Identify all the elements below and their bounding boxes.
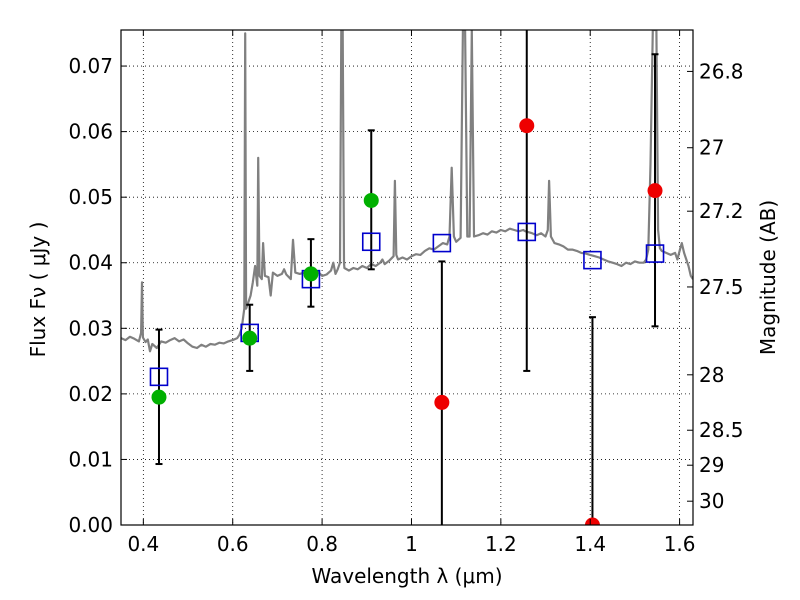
model-point bbox=[149, 367, 169, 387]
y-tick-label: 0.03 bbox=[68, 316, 113, 340]
observed-point bbox=[584, 517, 600, 525]
observed-point bbox=[434, 394, 450, 410]
right-tick-label: 26.8 bbox=[699, 59, 744, 83]
x-tick-label: 1.2 bbox=[485, 532, 517, 556]
observed-point bbox=[519, 118, 535, 134]
x-tick-label: 1.6 bbox=[664, 532, 696, 556]
right-tick-label: 30 bbox=[699, 489, 724, 513]
right-tick-label: 29 bbox=[699, 453, 724, 477]
observed-point bbox=[242, 330, 258, 346]
axis-ticks bbox=[121, 30, 693, 526]
spectrum-line bbox=[121, 30, 693, 353]
observed-point bbox=[151, 389, 167, 405]
x-tick-label: 1.4 bbox=[574, 532, 606, 556]
y-tick-label: 0.05 bbox=[68, 185, 113, 209]
y-tick-label: 0.01 bbox=[68, 447, 113, 471]
model-point bbox=[361, 232, 381, 252]
model-point bbox=[517, 222, 537, 242]
right-tick-label: 28 bbox=[699, 363, 724, 387]
x-axis-label: Wavelength λ (μm) bbox=[311, 564, 502, 588]
model-layer bbox=[149, 222, 665, 387]
right-tick-label: 28.5 bbox=[699, 418, 744, 442]
tick-labels: 0.4 0.6 0.8 1 1.2 1.4 1.6 0.00 0.01 0.02 0.03 0.04 0… bbox=[68, 54, 743, 556]
model-point bbox=[583, 250, 602, 270]
right-tick-label: 27.5 bbox=[699, 275, 744, 299]
model-point bbox=[645, 244, 665, 263]
model-point bbox=[432, 233, 452, 253]
x-tick-label: 0.8 bbox=[306, 532, 338, 556]
spectrum-layer bbox=[121, 30, 693, 353]
errorbar-layer bbox=[155, 30, 659, 525]
observed-point bbox=[363, 192, 379, 208]
observed-layer bbox=[151, 118, 663, 525]
y-axis-label: Flux Fν ( μJy ) bbox=[26, 222, 50, 358]
plot-frame bbox=[120, 29, 694, 526]
right-axis-label: Magnitude (AB) bbox=[756, 200, 780, 355]
y-tick-label: 0.02 bbox=[68, 382, 113, 406]
x-tick-label: 0.6 bbox=[217, 532, 249, 556]
x-tick-label: 1 bbox=[405, 532, 418, 556]
y-tick-label: 0.07 bbox=[68, 54, 113, 78]
observed-point bbox=[303, 266, 319, 282]
observed-point bbox=[647, 183, 663, 199]
right-tick-label: 27 bbox=[699, 136, 724, 160]
grid-lines bbox=[121, 30, 693, 526]
y-tick-label: 0.04 bbox=[68, 251, 113, 275]
right-tick-label: 27.2 bbox=[699, 199, 744, 223]
y-tick-label: 0.06 bbox=[68, 120, 113, 144]
x-tick-label: 0.4 bbox=[127, 532, 159, 556]
y-tick-label: 0.00 bbox=[68, 513, 113, 537]
